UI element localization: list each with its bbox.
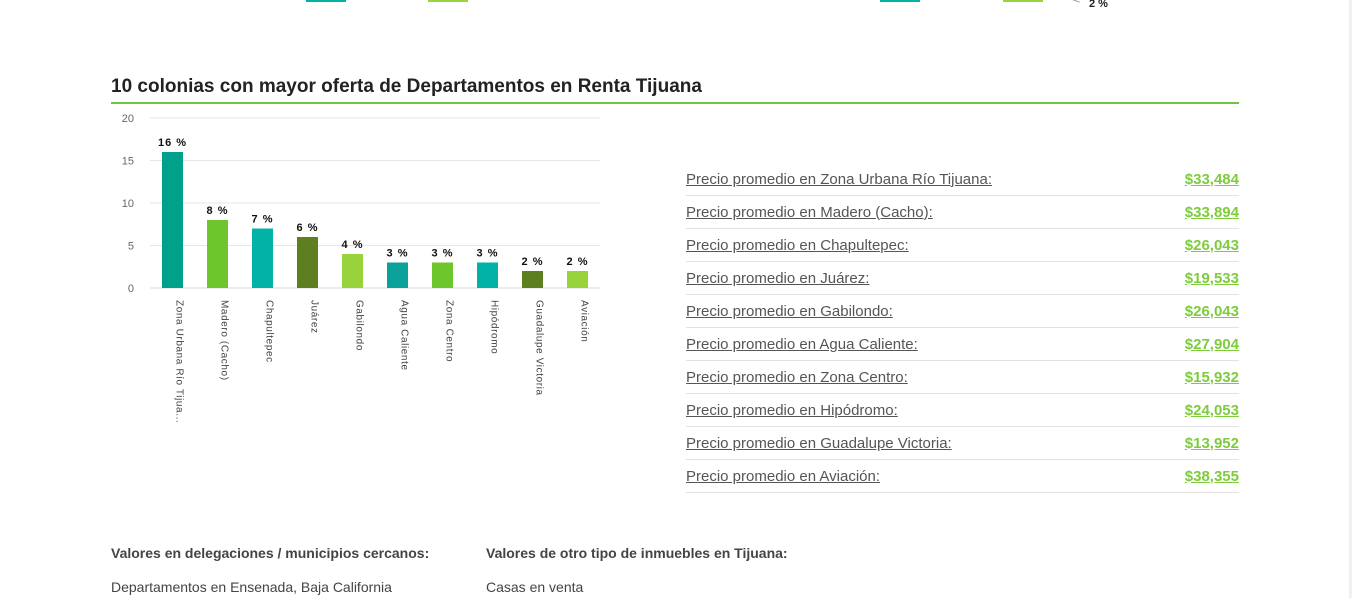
x-tick-label: Chapultepec (264, 300, 275, 363)
price-label-link[interactable]: Precio promedio en Aviación: (686, 467, 881, 485)
y-tick-label: 5 (128, 241, 134, 253)
price-row: Precio promedio en Aviación: $38,355 (686, 460, 1239, 493)
data-label: 2 % (522, 256, 544, 268)
bar (567, 271, 588, 288)
section-title: 10 colonias con mayor oferta de Departam… (111, 76, 1239, 104)
scrollbar-track[interactable] (1349, 0, 1352, 598)
x-tick-label: Zona Urbana Río Tijua... (174, 300, 185, 423)
price-value-link[interactable]: $26,043 (1184, 236, 1239, 254)
bar (522, 271, 543, 288)
x-tick-label: Zona Centro (444, 300, 455, 362)
data-label: 16 % (158, 137, 187, 149)
price-row: Precio promedio en Gabilondo: $26,043 (686, 295, 1239, 328)
bar (252, 228, 273, 288)
fragment-bar (428, 0, 468, 2)
price-label-link[interactable]: Precio promedio en Chapultepec: (686, 236, 909, 254)
price-label-link[interactable]: Precio promedio en Hipódromo: (686, 401, 898, 419)
y-tick-label: 10 (122, 198, 134, 210)
bar (297, 237, 318, 288)
bar (342, 254, 363, 288)
fragment-pct-label: 2 % (1089, 0, 1108, 10)
price-row: Precio promedio en Hipódromo: $24,053 (686, 394, 1239, 427)
price-value-link[interactable]: $38,355 (1184, 467, 1239, 485)
data-label: 3 % (477, 248, 499, 260)
price-row: Precio promedio en Zona Urbana Río Tijua… (686, 163, 1239, 196)
price-row: Precio promedio en Madero (Cacho): $33,89… (686, 196, 1239, 229)
data-label: 3 % (387, 248, 409, 260)
bar (477, 262, 498, 288)
data-label: 8 % (207, 205, 229, 217)
data-label: 2 % (567, 256, 589, 268)
price-value-link[interactable]: $24,053 (1184, 401, 1239, 419)
price-value-link[interactable]: $15,932 (1184, 368, 1239, 386)
data-label: 4 % (342, 239, 364, 251)
x-tick-label: Hipódromo (489, 300, 500, 354)
x-tick-label: Aviación (579, 300, 590, 342)
fragment-bar (306, 0, 346, 2)
price-label-link[interactable]: Precio promedio en Zona Centro: (686, 368, 908, 386)
price-label-link[interactable]: Precio promedio en Agua Caliente: (686, 335, 918, 353)
price-value-link[interactable]: $13,952 (1184, 434, 1239, 452)
bar (432, 262, 453, 288)
bar-chart-svg: 0 5 10 15 20 16 % Zona Urbana Río Tijua... 8 % M… (122, 113, 600, 423)
nearby-link[interactable]: Departamentos en Ensenada, Baja Californ… (111, 579, 392, 595)
price-row: Precio promedio en Juárez: $19,533 (686, 262, 1239, 295)
fragment-leader-line (1070, 0, 1080, 3)
other-values-block: Valores de otro tipo de inmuebles en Tij… (486, 545, 788, 595)
price-value-link[interactable]: $27,904 (1184, 335, 1239, 353)
price-label-link[interactable]: Precio promedio en Juárez: (686, 269, 870, 287)
x-tick-label: Agua Caliente (399, 300, 410, 371)
data-label: 6 % (297, 222, 319, 234)
price-value-link[interactable]: $19,533 (1184, 269, 1239, 287)
price-label-link[interactable]: Precio promedio en Madero (Cacho): (686, 203, 933, 221)
price-row: Precio promedio en Chapultepec: $26,043 (686, 229, 1239, 262)
price-value-link[interactable]: $33,894 (1184, 203, 1239, 221)
price-value-link[interactable]: $26,043 (1184, 302, 1239, 320)
price-value-link[interactable]: $33,484 (1184, 170, 1239, 188)
price-row: Precio promedio en Agua Caliente: $27,904 (686, 328, 1239, 361)
price-label-link[interactable]: Precio promedio en Guadalupe Victoria: (686, 434, 952, 452)
bar (387, 262, 408, 288)
other-heading: Valores de otro tipo de inmuebles en Tij… (486, 545, 788, 561)
previous-chart-fragment: 2 % (0, 0, 1352, 12)
nearby-values-block: Valores en delegaciones / municipios cer… (111, 545, 429, 595)
price-label-link[interactable]: Precio promedio en Gabilondo: (686, 302, 893, 320)
y-tick-label: 0 (128, 283, 134, 295)
y-tick-label: 20 (122, 113, 134, 125)
data-label: 3 % (432, 248, 454, 260)
bar-chart: 0 5 10 15 20 16 % Zona Urbana Río Tijua... 8 % M… (100, 108, 620, 438)
data-label: 7 % (252, 214, 274, 226)
other-link[interactable]: Casas en venta (486, 579, 584, 595)
x-tick-label: Madero (Cacho) (219, 300, 230, 381)
price-label-link[interactable]: Precio promedio en Zona Urbana Río Tijua… (686, 170, 993, 188)
x-tick-label: Guadalupe Victoria (534, 300, 545, 396)
x-tick-label: Gabilondo (354, 300, 365, 351)
price-list: Precio promedio en Zona Urbana Río Tijua… (686, 163, 1239, 493)
price-row: Precio promedio en Zona Centro: $15,932 (686, 361, 1239, 394)
y-tick-label: 15 (122, 156, 134, 168)
nearby-heading: Valores en delegaciones / municipios cer… (111, 545, 430, 561)
bar (207, 220, 228, 288)
x-tick-label: Juárez (309, 300, 320, 334)
bar (162, 152, 183, 288)
fragment-bar (1003, 0, 1043, 2)
fragment-bar (880, 0, 920, 2)
price-row: Precio promedio en Guadalupe Victoria: $1… (686, 427, 1239, 460)
